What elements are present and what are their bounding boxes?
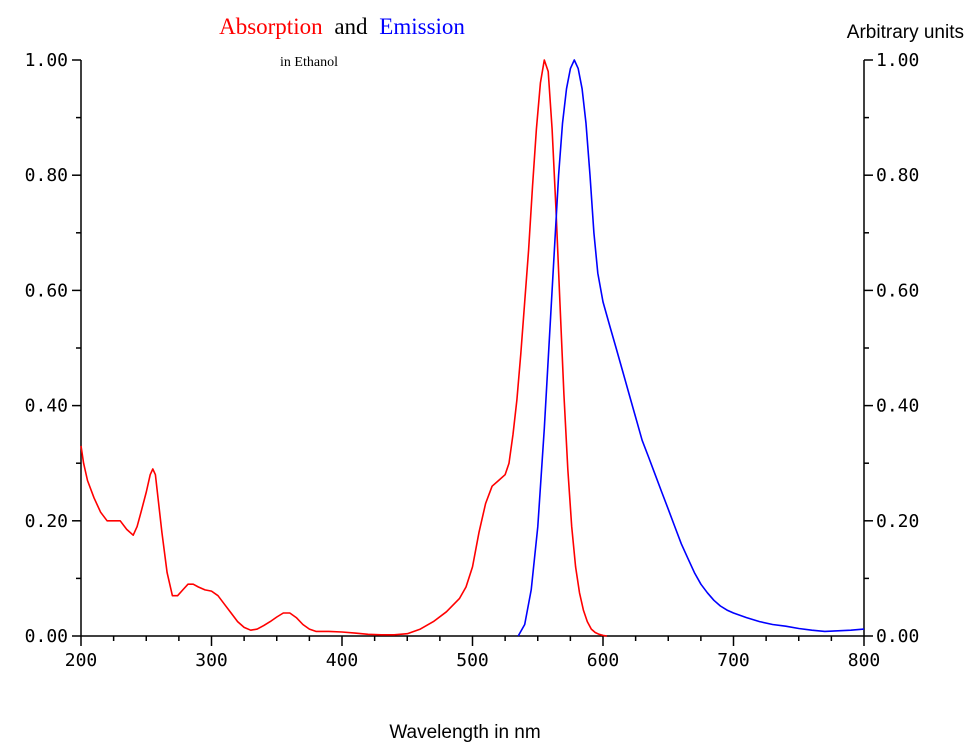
x-tick-label: 700 (717, 650, 750, 671)
x-tick-label: 200 (65, 650, 98, 671)
left-y-tick-label: 0.80 (25, 165, 68, 186)
chart-title-absorption: Absorption (219, 14, 323, 39)
chart-title-and: and (334, 14, 368, 39)
left-y-tick-label: 0.60 (25, 280, 68, 301)
x-axis-label: Wavelength in nm (389, 722, 540, 743)
x-tick-label: 600 (587, 650, 620, 671)
right-y-tick-label: 0.20 (876, 511, 919, 532)
left-y-tick-label: 0.00 (25, 626, 68, 647)
left-y-tick-label: 0.40 (25, 396, 68, 417)
x-tick-label: 800 (848, 650, 881, 671)
x-tick-label: 400 (326, 650, 359, 671)
x-tick-label: 500 (456, 650, 489, 671)
left-y-tick-label: 0.20 (25, 511, 68, 532)
right-y-tick-label: 0.80 (876, 165, 919, 186)
right-y-tick-label: 1.00 (876, 50, 919, 71)
right-y-tick-label: 0.00 (876, 626, 919, 647)
left-y-tick-label: 1.00 (25, 50, 68, 71)
emission-series-line (517, 59, 865, 637)
chart-title: Absorption and Emission (219, 14, 465, 39)
absorption-series-line (80, 59, 608, 637)
chart-subtitle: in Ethanol (280, 55, 338, 70)
chart-title-emission: Emission (379, 14, 465, 39)
right-y-tick-label: 0.40 (876, 396, 919, 417)
right-y-tick-label: 0.60 (876, 280, 919, 301)
right-axis-label: Arbitrary units (847, 22, 964, 43)
x-tick-label: 300 (195, 650, 228, 671)
axis-ticks: 200 300 400 500 600 700 800 0.00 0.00 0.20 0.20 0.4… (25, 50, 920, 671)
series-group (80, 59, 865, 637)
